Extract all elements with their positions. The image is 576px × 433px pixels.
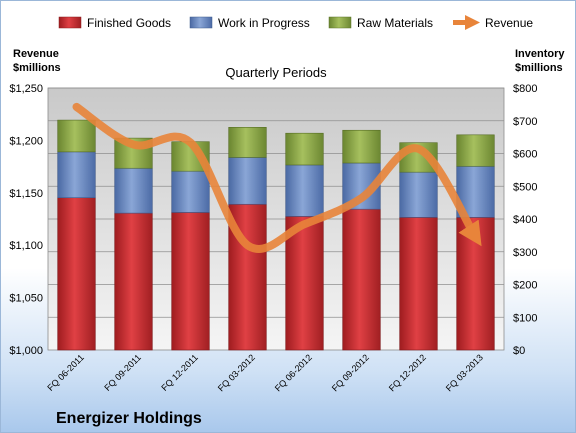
- left-axis-title-line2: $millions: [13, 62, 61, 74]
- x-tick-label: FQ 03-2012: [216, 352, 257, 393]
- x-tick-label: FQ 03-2013: [444, 352, 485, 393]
- right-tick-label: $400: [513, 214, 537, 226]
- right-tick-label: $300: [513, 247, 537, 259]
- right-tick-label: $800: [513, 83, 537, 95]
- legend-swatch-finished-goods: [58, 16, 82, 29]
- right-axis-ticks: $0 $100 $200 $300 $400 $500 $600 $700 $800: [513, 83, 537, 357]
- right-axis-title-line2: $millions: [515, 62, 563, 74]
- bar-raw-materials: [342, 129, 381, 164]
- bar-finished-goods: [285, 216, 324, 351]
- legend-swatch-work-in-progress: [189, 16, 213, 29]
- right-tick-label: $700: [513, 116, 537, 128]
- chart-subtitle: Quarterly Periods: [225, 65, 327, 80]
- bar-raw-materials: [57, 119, 96, 153]
- right-tick-label: $200: [513, 280, 537, 292]
- left-tick-label: $1,100: [9, 240, 43, 252]
- left-axis-title-line1: Revenue: [13, 48, 59, 60]
- right-tick-label: $0: [513, 345, 525, 357]
- company-name: Energizer Holdings: [56, 410, 202, 427]
- x-tick-label: FQ 09-2011: [102, 352, 143, 393]
- legend-label-raw-materials: Raw Materials: [357, 16, 433, 30]
- right-tick-label: $600: [513, 149, 537, 161]
- x-tick-label: FQ 06-2011: [45, 352, 86, 393]
- bar-work-in-progress: [285, 164, 324, 217]
- left-tick-label: $1,150: [9, 188, 43, 200]
- legend-label-work-in-progress: Work in Progress: [218, 16, 310, 30]
- bar-finished-goods: [57, 197, 96, 351]
- bar-finished-goods: [399, 217, 438, 351]
- bar-raw-materials: [285, 132, 324, 166]
- bar-work-in-progress: [171, 170, 210, 213]
- legend-label-finished-goods: Finished Goods: [87, 16, 171, 30]
- bar-raw-materials: [456, 134, 495, 167]
- revenue-line: [72, 102, 482, 253]
- right-axis-title-line1: Inventory: [515, 48, 565, 60]
- legend-swatch-raw-materials: [328, 16, 352, 29]
- x-axis-ticks: FQ 06-2011 FQ 09-2011 FQ 12-2011 FQ 03-2012…: [45, 352, 485, 393]
- x-tick-label: FQ 09-2012: [330, 352, 371, 393]
- x-tick-label: FQ 12-2011: [159, 352, 200, 393]
- right-tick-label: $500: [513, 181, 537, 193]
- bar-raw-materials: [228, 127, 267, 158]
- left-tick-label: $1,050: [9, 293, 43, 305]
- left-axis-ticks: $1,000 $1,050 $1,100 $1,150 $1,200 $1,250: [9, 83, 43, 357]
- x-tick-label: FQ 06-2012: [273, 352, 314, 393]
- bar-finished-goods: [342, 208, 381, 351]
- bar-work-in-progress: [228, 157, 267, 205]
- right-tick-label: $100: [513, 312, 537, 324]
- left-tick-label: $1,000: [9, 345, 43, 357]
- legend-label-revenue: Revenue: [485, 16, 533, 30]
- bar-work-in-progress: [57, 151, 96, 199]
- bar-finished-goods: [171, 212, 210, 351]
- legend: Finished Goods Work in Progress Raw Mate…: [58, 15, 533, 30]
- bar-finished-goods: [114, 212, 153, 351]
- bar-work-in-progress: [399, 171, 438, 218]
- x-tick-label: FQ 12-2012: [387, 352, 428, 393]
- left-tick-label: $1,200: [9, 135, 43, 147]
- left-tick-label: $1,250: [9, 83, 43, 95]
- bar-work-in-progress: [114, 167, 153, 214]
